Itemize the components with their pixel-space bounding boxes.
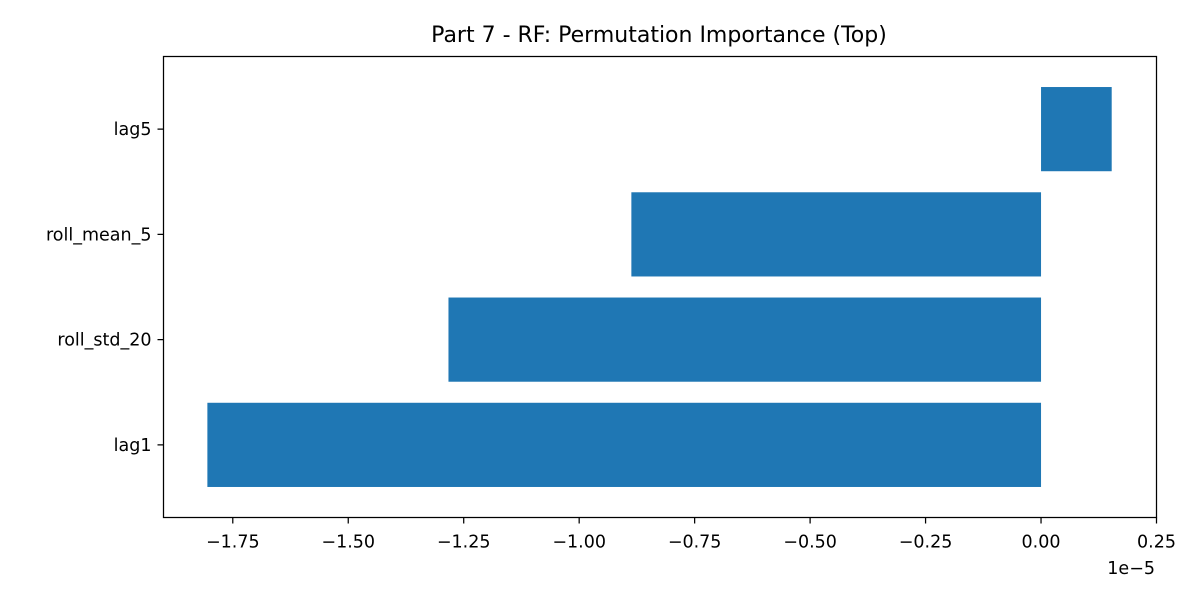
x-tick-label: −1.25 xyxy=(437,533,491,553)
x-tick-label: 0.25 xyxy=(1137,533,1176,553)
y-axis-ticks: lag1 roll_std_20 roll_mean_5 lag5 xyxy=(46,120,164,456)
x-tick-label: 0.00 xyxy=(1022,533,1061,553)
bar-roll_std_20 xyxy=(448,297,1042,382)
y-tick-label: lag5 xyxy=(114,120,152,140)
x-tick-label: −0.75 xyxy=(668,533,722,553)
bar-lag5 xyxy=(1041,87,1112,172)
y-tick-label: roll_std_20 xyxy=(57,331,151,351)
bars-group xyxy=(207,87,1112,487)
y-tick-label: roll_mean_5 xyxy=(46,225,152,245)
x-tick-label: −1.50 xyxy=(321,533,375,553)
plot-frame xyxy=(162,55,1158,519)
bar-lag1 xyxy=(207,402,1042,487)
y-tick-label: lag1 xyxy=(114,436,152,456)
bar-roll_mean_5 xyxy=(631,192,1042,277)
x-axis-offset-text: 1e−5 xyxy=(1107,559,1155,579)
x-tick-label: −1.75 xyxy=(206,533,260,553)
x-tick-label: −0.25 xyxy=(899,533,953,553)
x-tick-label: −0.50 xyxy=(783,533,837,553)
x-axis-ticks: −1.75 −1.50 −1.25 −1.00 −0.75 −0.50 −0.25 0.00 0… xyxy=(206,517,1176,553)
chart-title: Part 7 - RF: Permutation Importance (Top… xyxy=(431,23,887,48)
x-tick-label: −1.00 xyxy=(552,533,606,553)
